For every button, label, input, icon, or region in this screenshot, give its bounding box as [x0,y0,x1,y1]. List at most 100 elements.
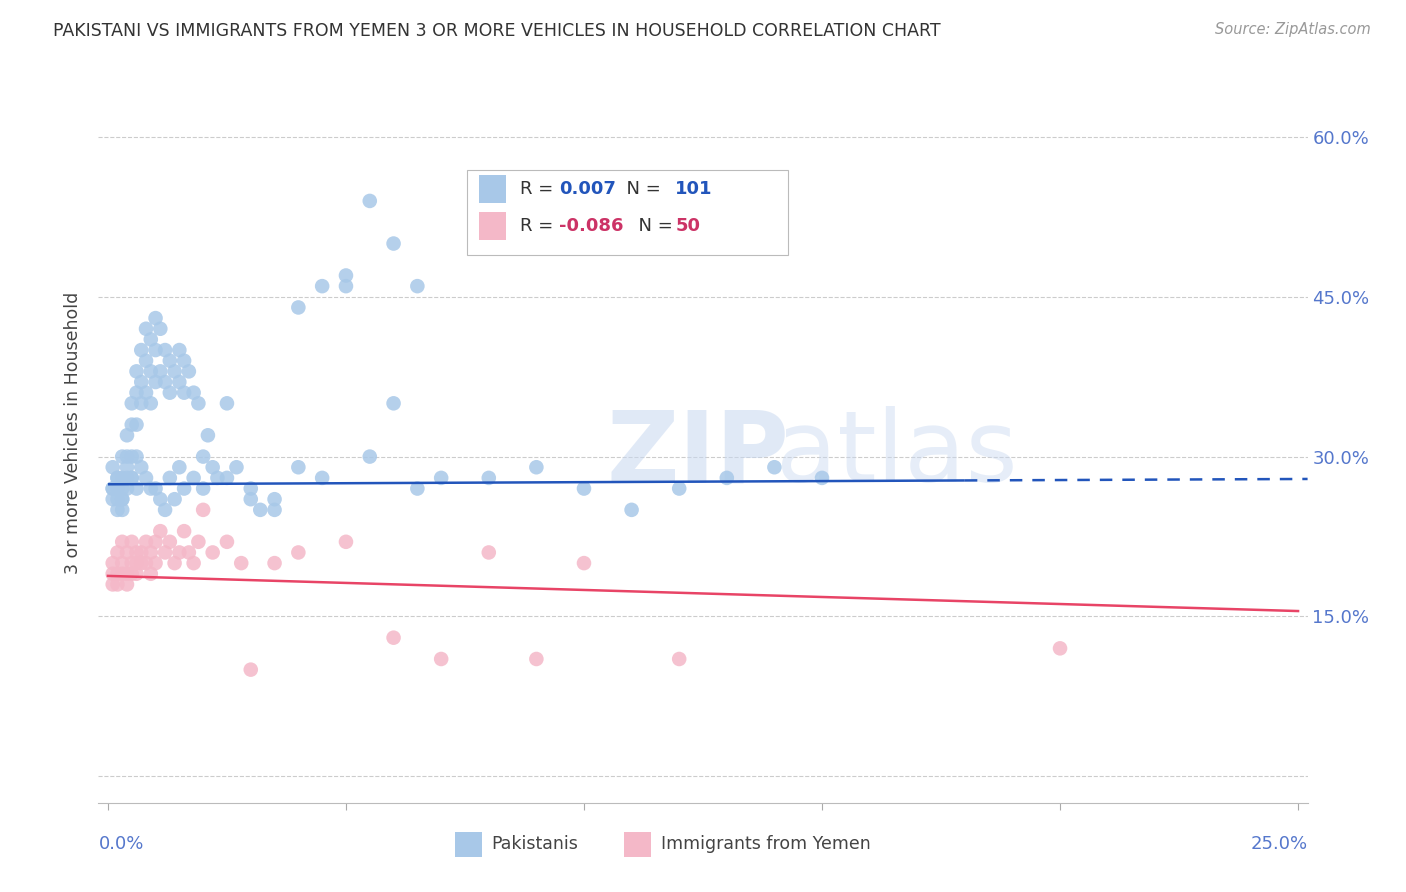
Point [121,417,143,432]
Point [668,482,690,496]
Point [121,556,143,570]
Point [115,471,138,485]
Bar [624,832,651,857]
Point [125,450,148,464]
Point [115,460,138,475]
Point [107,482,129,496]
Point [763,460,786,475]
Point [169,545,191,559]
Point [107,503,129,517]
Point [382,396,405,410]
Point [129,343,152,357]
Point [125,556,148,570]
Point [149,492,172,507]
Point [478,471,501,485]
Point [169,460,191,475]
Point [811,471,834,485]
Point [121,450,143,464]
Bar [479,175,506,203]
Point [111,566,134,581]
Point [1049,641,1071,656]
Point [139,545,162,559]
Point [139,364,162,378]
Point [177,545,200,559]
Point [153,545,176,559]
Point [135,556,157,570]
Point [135,385,157,400]
Point [183,556,205,570]
Y-axis label: 3 or more Vehicles in Household: 3 or more Vehicles in Household [65,292,83,574]
Point [478,545,501,559]
Point [129,375,152,389]
Point [524,460,547,475]
Point [139,482,162,496]
Point [668,652,690,666]
Point [153,343,176,357]
Point [121,396,143,410]
Point [263,503,285,517]
Point [139,396,162,410]
Point [430,652,453,666]
Text: -0.086: -0.086 [560,218,624,235]
Point [135,353,157,368]
Text: atlas: atlas [776,407,1017,503]
Point [406,279,429,293]
Point [183,385,205,400]
Point [406,482,429,496]
Point [101,482,124,496]
Text: Pakistanis: Pakistanis [492,835,578,853]
Text: 0.007: 0.007 [560,180,616,198]
Point [153,503,176,517]
Point [163,556,186,570]
Point [145,482,167,496]
Point [107,471,129,485]
Point [201,545,224,559]
Point [111,471,134,485]
Text: 0.0%: 0.0% [98,835,143,853]
Point [287,460,309,475]
Point [159,385,181,400]
Point [163,364,186,378]
Point [359,450,381,464]
Point [524,652,547,666]
Point [121,471,143,485]
Point [111,556,134,570]
Point [716,471,738,485]
Point [173,353,195,368]
Point [115,450,138,464]
Point [111,492,134,507]
Point [125,417,148,432]
Point [129,396,152,410]
Point [129,460,152,475]
Point [149,322,172,336]
Point [125,364,148,378]
Text: PAKISTANI VS IMMIGRANTS FROM YEMEN 3 OR MORE VEHICLES IN HOUSEHOLD CORRELATION C: PAKISTANI VS IMMIGRANTS FROM YEMEN 3 OR … [53,22,941,40]
Point [311,279,333,293]
Bar [479,212,506,240]
Point [572,482,595,496]
Point [125,566,148,581]
Point [231,556,253,570]
Point [145,343,167,357]
Point [159,353,181,368]
Point [135,322,157,336]
Text: Immigrants from Yemen: Immigrants from Yemen [661,835,870,853]
Point [107,492,129,507]
Point [239,663,262,677]
Point [101,566,124,581]
Point [191,482,214,496]
Point [129,545,152,559]
Point [215,396,238,410]
Point [145,375,167,389]
Point [215,534,238,549]
Point [101,492,124,507]
Point [115,566,138,581]
Text: 101: 101 [675,180,713,198]
Point [183,471,205,485]
Point [107,566,129,581]
Point [111,492,134,507]
Point [249,503,271,517]
Point [263,492,285,507]
Point [215,471,238,485]
Point [115,428,138,442]
